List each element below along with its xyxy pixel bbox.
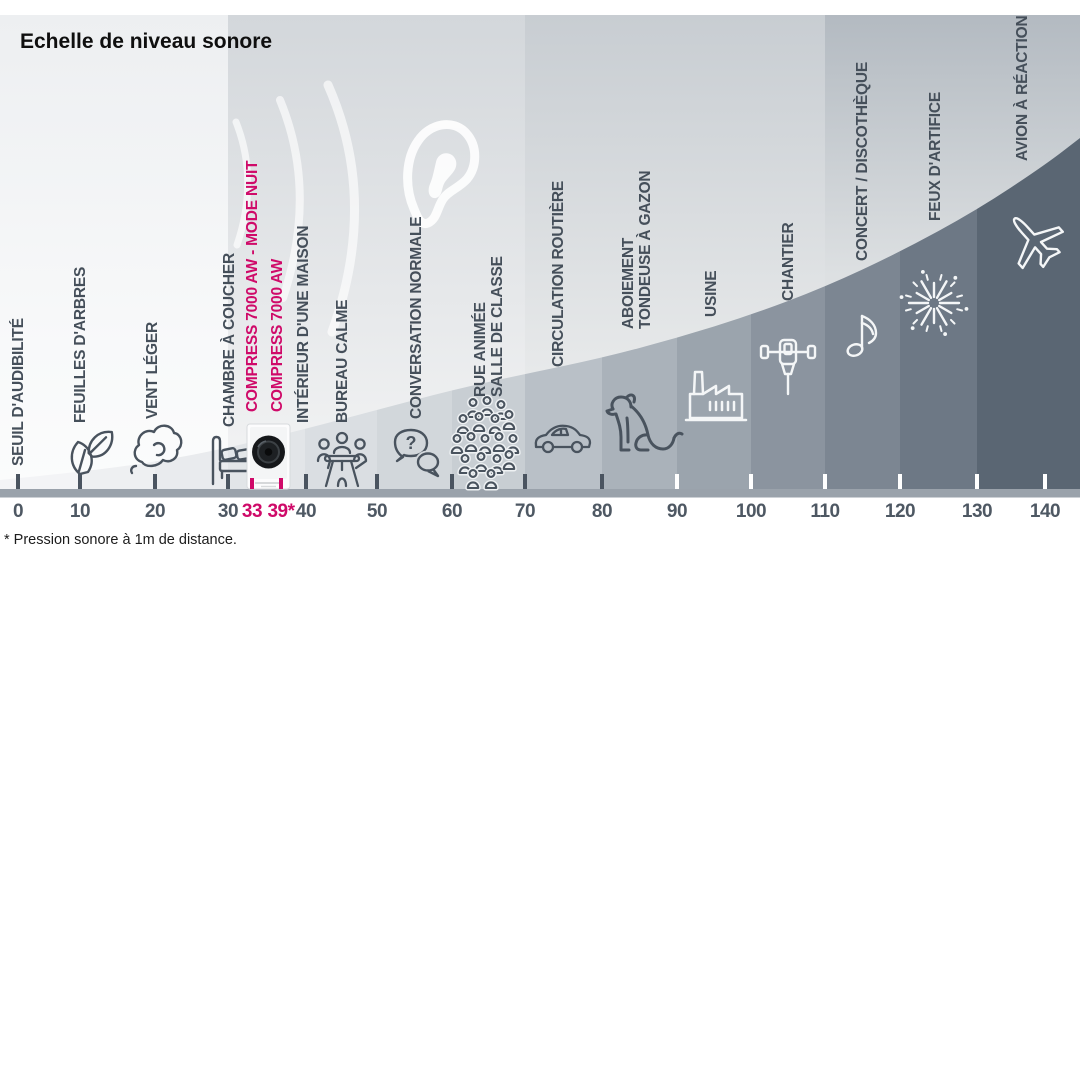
axis-tick-80 [600, 474, 604, 489]
scale-label-13: CHANTIER [780, 222, 797, 301]
axis-number-90: 90 [666, 501, 688, 522]
axis-tick-39* [279, 478, 283, 489]
scale-graphic: ? [0, 15, 1080, 498]
ear-icon [403, 120, 480, 228]
axis-tick-60 [450, 474, 454, 489]
scale-label-14: CONCERT / DISCOTHÈQUE [854, 61, 871, 261]
axis-number-110: 110 [810, 501, 840, 522]
axis-tick-10 [78, 474, 82, 489]
axis-number-100: 100 [735, 501, 767, 522]
axis-number-33: 33 [241, 501, 263, 522]
axis-tick-110 [823, 474, 827, 489]
jackhammer-icon [759, 338, 817, 396]
scale-label-9: RUE ANIMÉE SALLE DE CLASSE [471, 256, 506, 397]
axis-number-80: 80 [591, 501, 613, 522]
scale-label-1: FEUILLES D'ARBRES [72, 266, 89, 423]
axis-number-30: 30 [217, 501, 239, 522]
leaves-icon [70, 430, 114, 476]
axis-number-60: 60 [441, 501, 463, 522]
speech-bubble-icon: ? [393, 428, 441, 478]
factory-icon [684, 370, 748, 422]
axis-number-50: 50 [366, 501, 388, 522]
axis-tick-140 [1043, 474, 1047, 489]
scale-label-12: USINE [703, 270, 720, 317]
axis-tick-50 [375, 474, 379, 489]
scale-label-7: BUREAU CALME [334, 299, 351, 423]
scale-label-2: VENT LÉGER [144, 321, 161, 419]
scale-label-6: INTÉRIEUR D'UNE MAISON [295, 225, 312, 423]
scale-label-5: COMPRESS 7000 AW [269, 259, 286, 412]
axis-number-0: 0 [12, 501, 24, 522]
axis-tick-100 [749, 474, 753, 489]
axis-tick-20 [153, 474, 157, 489]
heat-pump-photo [246, 423, 291, 490]
axis-number-39*: 39* [267, 501, 295, 522]
scale-label-4: COMPRESS 7000 AW - MODE NUIT [244, 160, 261, 412]
axis-tick-33 [250, 478, 254, 489]
dog-icon [605, 393, 684, 452]
axis-tick-120 [898, 474, 902, 489]
sound-waves-watermark [232, 80, 360, 337]
axis-bar [0, 489, 1080, 498]
scale-label-8: CONVERSATION NORMALE [408, 216, 425, 419]
scale-label-0: SEUIL D'AUDIBILITÉ [10, 318, 27, 466]
axis-tick-0 [16, 474, 20, 489]
axis-number-120: 120 [884, 501, 916, 522]
scale-label-11: ABOIEMENT TONDEUSE À GAZON [619, 170, 654, 329]
axis-number-10: 10 [69, 501, 91, 522]
scale-label-3: CHAMBRE À COUCHER [221, 253, 238, 427]
scale-label-10: CIRCULATION ROUTIÈRE [550, 180, 567, 367]
axis-tick-40 [304, 474, 308, 489]
page-title: Echelle de niveau sonore [20, 30, 273, 53]
fireworks-icon [899, 270, 969, 336]
axis-tick-130 [975, 474, 979, 489]
music-note-icon [846, 314, 878, 357]
footnote: * Pression sonore à 1m de distance. [4, 532, 237, 548]
axis-tick-90 [675, 474, 679, 489]
car-icon [534, 424, 592, 454]
axis-tick-30 [226, 474, 230, 489]
axis-number-40: 40 [295, 501, 317, 522]
question-mark-glyph: ? [406, 433, 417, 453]
axis-tick-70 [523, 474, 527, 489]
meeting-icon [316, 431, 368, 488]
axis-number-20: 20 [144, 501, 166, 522]
scale-label-15: FEUX D'ARTIFICE [927, 92, 944, 221]
crowd-icon [449, 394, 521, 491]
axis-number-70: 70 [514, 501, 536, 522]
airplane-icon [1012, 217, 1064, 270]
wind-icon [130, 424, 183, 475]
scale-label-16: AVION À RÉACTION [1014, 15, 1031, 162]
axis-number-140: 140 [1029, 501, 1061, 522]
axis-number-130: 130 [961, 501, 993, 522]
